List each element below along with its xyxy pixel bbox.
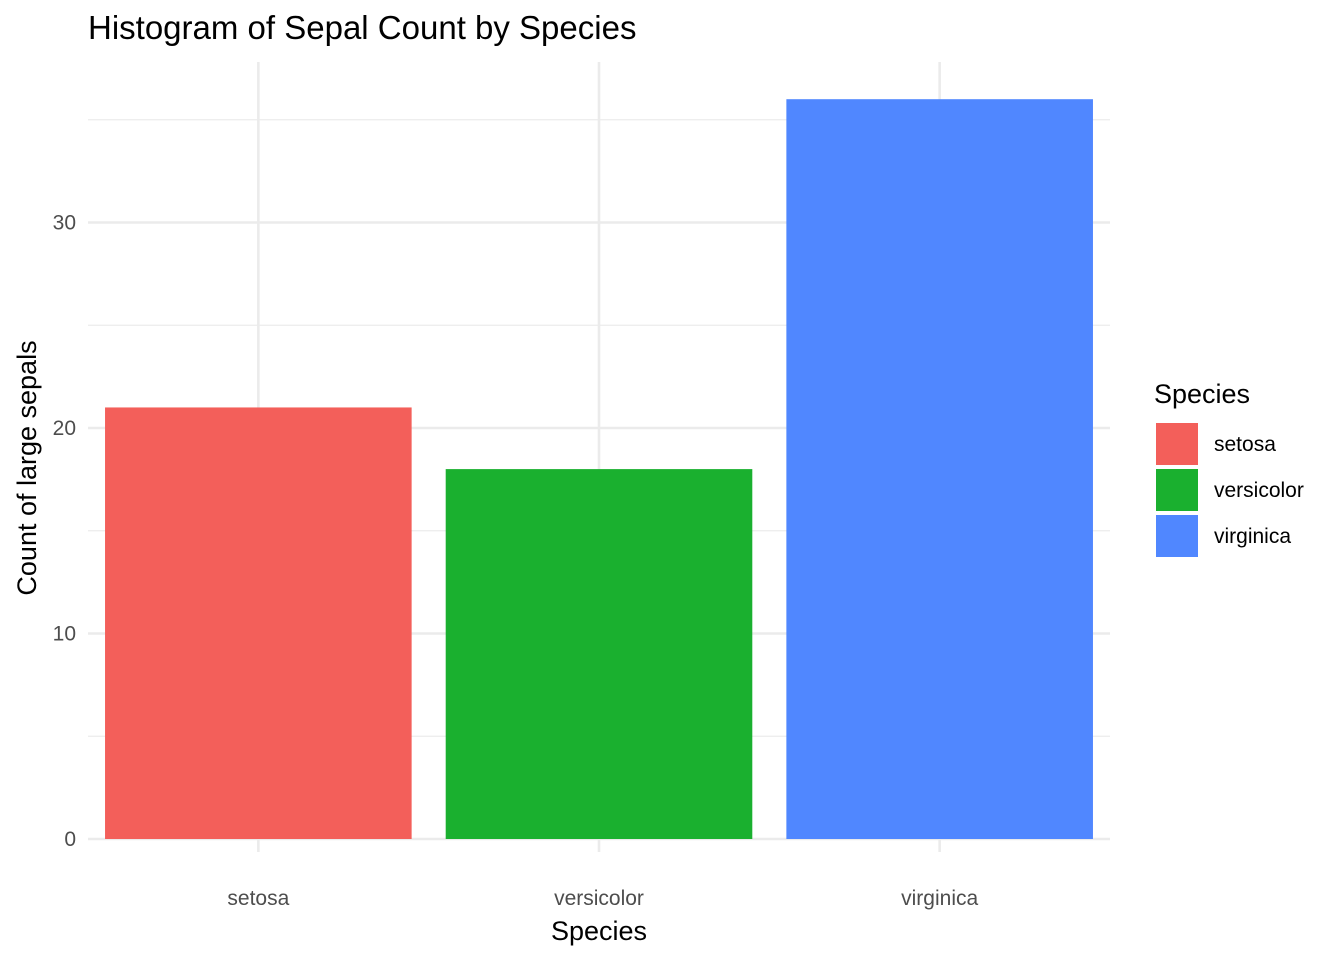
x-tick-label: virginica bbox=[901, 887, 978, 910]
y-tick-label: 0 bbox=[64, 828, 76, 851]
bar-setosa bbox=[105, 407, 412, 839]
x-axis-title: Species bbox=[551, 916, 647, 946]
legend-key-virginica bbox=[1156, 515, 1198, 557]
legend-label-versicolor: versicolor bbox=[1214, 479, 1304, 502]
legend-key-versicolor bbox=[1156, 469, 1198, 511]
y-tick-label: 30 bbox=[53, 212, 76, 235]
legend-label-setosa: setosa bbox=[1214, 433, 1276, 456]
legend-title: Species bbox=[1154, 379, 1250, 409]
legend-key-setosa bbox=[1156, 423, 1198, 465]
x-axis-ticks: setosa versicolor virginica bbox=[227, 887, 978, 910]
chart-title: Histogram of Sepal Count by Species bbox=[88, 9, 636, 46]
bar-versicolor bbox=[445, 469, 753, 839]
y-axis-title: Count of large sepals bbox=[12, 340, 42, 595]
legend: Species setosa versicolor virginica bbox=[1154, 379, 1304, 557]
legend-items: setosa versicolor virginica bbox=[1156, 423, 1304, 557]
y-tick-label: 20 bbox=[53, 417, 76, 440]
x-tick-label: versicolor bbox=[554, 887, 644, 910]
x-tick-label: setosa bbox=[227, 887, 289, 910]
y-axis-ticks: 0 10 20 30 bbox=[53, 212, 76, 852]
y-tick-label: 10 bbox=[53, 623, 76, 646]
bars bbox=[105, 99, 1093, 839]
bar-virginica bbox=[786, 99, 1093, 839]
legend-label-virginica: virginica bbox=[1214, 525, 1291, 548]
